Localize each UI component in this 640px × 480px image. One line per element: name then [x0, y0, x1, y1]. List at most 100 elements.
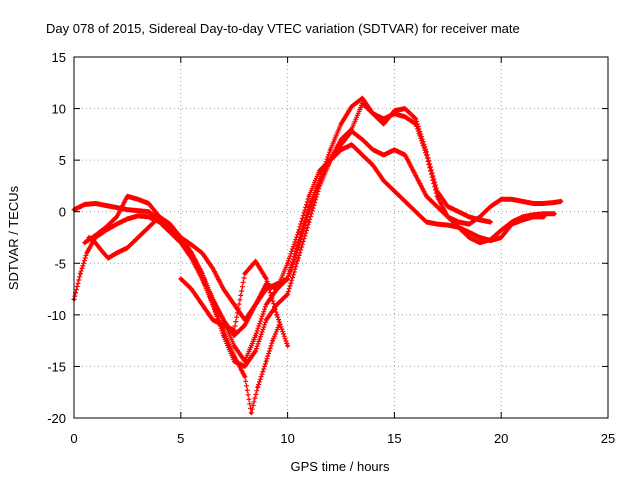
- series-track-4: [86, 95, 493, 338]
- data-point: [147, 215, 151, 219]
- data-point: [243, 323, 247, 327]
- data-point: [553, 212, 557, 216]
- data-point: [211, 318, 215, 322]
- data-point: [256, 385, 260, 389]
- data-point: [249, 411, 253, 415]
- data-point: [85, 251, 89, 255]
- data-point: [403, 153, 407, 157]
- y-tick-label: 5: [59, 153, 66, 168]
- data-point: [553, 200, 557, 205]
- data-point: [435, 222, 439, 226]
- data-point: [360, 137, 364, 142]
- data-point: [446, 223, 450, 227]
- data-point: [264, 359, 268, 363]
- data-point: [232, 344, 236, 348]
- data-point: [435, 204, 439, 209]
- data-point: [328, 148, 332, 152]
- data-point: [200, 272, 204, 276]
- plot-frame: [73, 56, 609, 419]
- data-point: [446, 215, 450, 219]
- data-point: [189, 251, 194, 255]
- data-point: [168, 230, 172, 234]
- data-point: [87, 235, 91, 240]
- data-point: [179, 241, 183, 245]
- data-point: [232, 328, 236, 332]
- data-point: [382, 153, 386, 157]
- series-track-6: [178, 258, 291, 349]
- data-point: [424, 150, 429, 154]
- data-point: [339, 148, 343, 152]
- data-point: [136, 209, 140, 213]
- data-point: [93, 233, 97, 238]
- data-point: [106, 256, 110, 260]
- y-tick-label: 15: [52, 50, 66, 65]
- data-point: [115, 251, 119, 255]
- data-point: [499, 228, 503, 232]
- data-point: [253, 259, 258, 263]
- data-point: [414, 117, 418, 121]
- data-point: [211, 302, 215, 307]
- data-point: [264, 318, 268, 322]
- data-point: [125, 246, 129, 250]
- data-point: [350, 127, 354, 131]
- data-point: [488, 220, 493, 224]
- data-point: [456, 210, 461, 214]
- data-point: [200, 251, 204, 255]
- data-point: [478, 218, 482, 222]
- data-point: [478, 235, 482, 240]
- data-point: [510, 220, 514, 224]
- data-point: [243, 272, 247, 276]
- grid: [74, 57, 608, 418]
- data-point: [392, 109, 396, 113]
- data-point: [350, 143, 354, 147]
- y-tick-label: -5: [54, 256, 66, 271]
- data-point: [371, 163, 375, 167]
- data-point: [286, 292, 290, 296]
- data-point: [382, 179, 386, 183]
- data-point: [221, 328, 226, 332]
- y-tick-label: 0: [59, 205, 66, 220]
- data-point: [179, 277, 183, 281]
- data-point: [467, 235, 471, 240]
- data-point: [339, 122, 343, 126]
- data-point: [243, 375, 247, 379]
- data-point: [253, 349, 258, 353]
- y-tick-label: 10: [52, 102, 66, 117]
- series-track-5: [199, 276, 282, 416]
- ticks: 0 5 10 15 20 25 -20 -15 -10 -5 0 5 10 15: [47, 50, 615, 446]
- data-point: [136, 197, 140, 201]
- data-point: [271, 339, 275, 343]
- data-point: [93, 241, 97, 245]
- y-tick-label: -10: [47, 308, 66, 323]
- data-point: [232, 302, 236, 307]
- data-point: [232, 354, 236, 358]
- data-point: [243, 364, 247, 369]
- data-point: [157, 220, 162, 224]
- y-tick-label: -20: [47, 411, 66, 426]
- data-point: [147, 210, 151, 214]
- data-point: [83, 202, 87, 207]
- data-point: [456, 220, 461, 224]
- data-point: [403, 106, 407, 111]
- data-point: [115, 222, 119, 226]
- data-point: [467, 230, 471, 234]
- data-point: [147, 201, 151, 206]
- data-point: [424, 220, 429, 224]
- data-point: [414, 210, 418, 214]
- data-point: [243, 359, 247, 363]
- x-tick-label: 10: [280, 431, 294, 446]
- data-point: [542, 201, 546, 206]
- data-point: [286, 277, 290, 281]
- data-point: [371, 148, 375, 152]
- data-point: [125, 194, 129, 198]
- data-point: [136, 214, 140, 218]
- x-axis-label: GPS time / hours: [291, 459, 390, 474]
- data-point: [286, 344, 290, 348]
- data-point: [221, 318, 226, 322]
- data-point: [221, 287, 226, 291]
- x-tick-label: 15: [387, 431, 401, 446]
- data-point: [403, 199, 407, 203]
- data-point: [318, 179, 322, 183]
